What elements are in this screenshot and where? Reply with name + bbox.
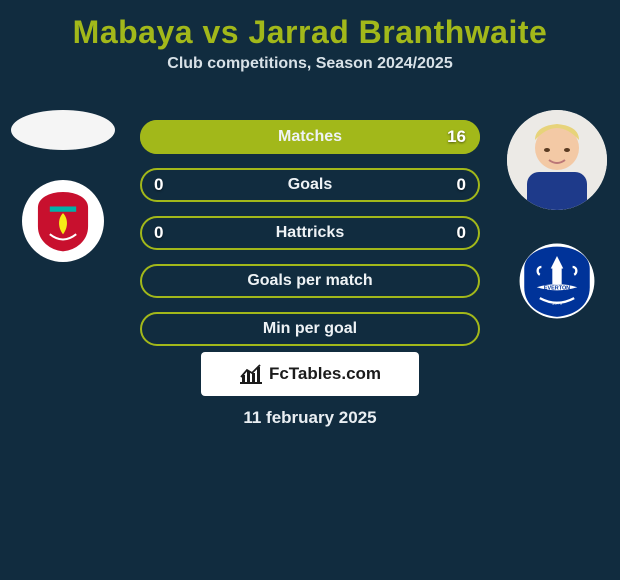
stat-row: Min per goal xyxy=(140,312,480,346)
player-left-club-badge xyxy=(22,180,104,262)
stat-label: Goals per match xyxy=(247,272,372,290)
stat-label: Hattricks xyxy=(276,224,344,242)
stat-row: 0 Goals 0 xyxy=(140,168,480,202)
stat-value-right: 16 xyxy=(447,127,466,147)
stat-value-left: 0 xyxy=(154,223,163,243)
page-subtitle: Club competitions, Season 2024/2025 xyxy=(0,55,620,91)
stats-rows: Matches 16 0 Goals 0 0 Hattricks 0 Goals per mat… xyxy=(140,120,480,346)
comparison-date: 11 february 2025 xyxy=(0,408,620,428)
liverpool-crest-icon xyxy=(30,188,96,254)
stat-value-right: 0 xyxy=(457,175,466,195)
bar-chart-icon xyxy=(239,364,263,384)
stat-label: Min per goal xyxy=(263,320,357,338)
stat-row: Goals per match xyxy=(140,264,480,298)
player-right-avatar xyxy=(507,110,607,210)
stat-label: Goals xyxy=(288,176,332,194)
player-left-avatar xyxy=(11,110,115,150)
stat-value-right: 0 xyxy=(457,223,466,243)
watermark-text: FcTables.com xyxy=(269,364,381,384)
player-silhouette-icon xyxy=(507,110,607,210)
stat-row: Matches 16 xyxy=(140,120,480,154)
stat-row: 0 Hattricks 0 xyxy=(140,216,480,250)
stat-label: Matches xyxy=(278,128,342,146)
svg-text:1878: 1878 xyxy=(552,300,563,305)
watermark: FcTables.com xyxy=(201,352,419,396)
stat-value-left: 0 xyxy=(154,175,163,195)
everton-crest-icon: EVERTON 1878 xyxy=(518,242,596,320)
player-right-club-badge: EVERTON 1878 xyxy=(516,240,598,322)
player-left-column xyxy=(8,110,118,262)
svg-text:EVERTON: EVERTON xyxy=(544,286,570,292)
page-title: Mabaya vs Jarrad Branthwaite xyxy=(0,0,620,55)
player-right-column: EVERTON 1878 xyxy=(502,110,612,322)
